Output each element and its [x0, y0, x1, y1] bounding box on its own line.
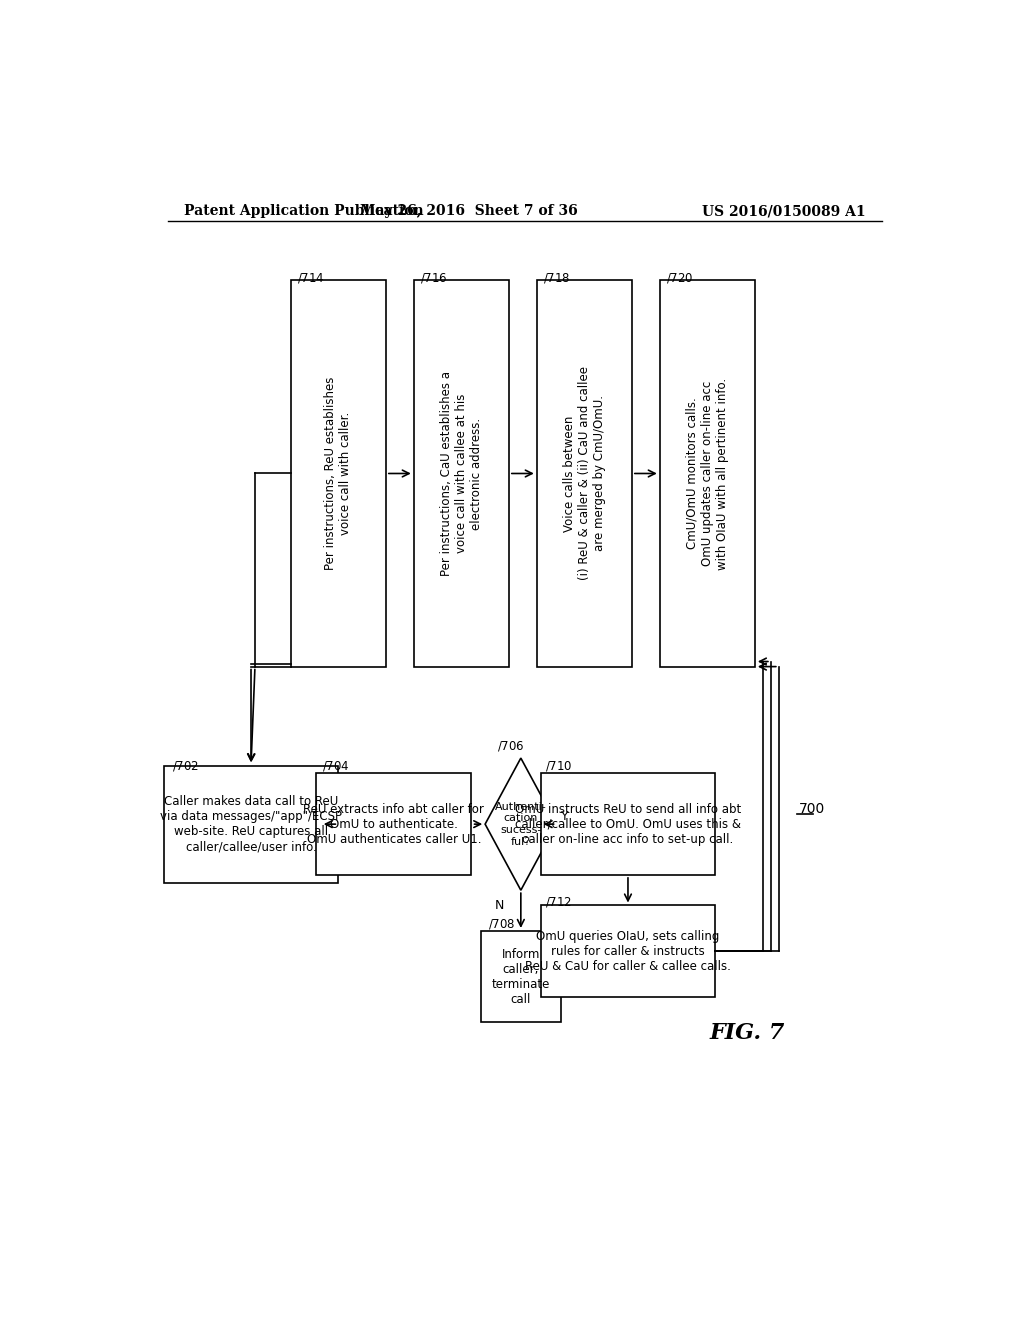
Text: OmU instructs ReU to send all info abt
caller/callee to OmU. OmU uses this &
cal: OmU instructs ReU to send all info abt c…: [515, 803, 741, 846]
Text: Caller makes data call to ReU
via data messages/"app"/ECSP
web-site. ReU capture: Caller makes data call to ReU via data m…: [160, 795, 342, 853]
Text: ReU extracts info abt caller for
OmU to authenticate.
OmU authenticates caller U: ReU extracts info abt caller for OmU to …: [303, 803, 484, 846]
Text: Patent Application Publication: Patent Application Publication: [183, 205, 423, 218]
Text: $\mathregular{/}$704: $\mathregular{/}$704: [323, 759, 350, 774]
Text: $\mathregular{/}$706: $\mathregular{/}$706: [497, 739, 524, 752]
Text: $\mathregular{/}$714: $\mathregular{/}$714: [297, 272, 325, 285]
Bar: [164, 766, 338, 883]
Text: $\mathregular{/}$718: $\mathregular{/}$718: [543, 272, 570, 285]
Text: $\mathregular{/}$710: $\mathregular{/}$710: [545, 759, 572, 774]
Text: Voice calls between
(i) ReU & caller & (ii) CaU and callee
are merged by CmU/OmU: Voice calls between (i) ReU & caller & (…: [563, 367, 606, 581]
Text: N: N: [495, 899, 504, 912]
Text: $\mathregular{/}$716: $\mathregular{/}$716: [420, 272, 447, 285]
Text: Per instructions, CaU establishes a
voice call with callee at his
electronic add: Per instructions, CaU establishes a voic…: [440, 371, 482, 576]
Text: Authenti-
cation
sucess-
ful?: Authenti- cation sucess- ful?: [495, 801, 547, 846]
Text: Y: Y: [561, 809, 569, 822]
Bar: [541, 906, 715, 997]
Text: $\mathregular{/}$702: $\mathregular{/}$702: [172, 759, 199, 774]
Text: FIG. 7: FIG. 7: [710, 1022, 784, 1044]
Text: 700: 700: [799, 801, 825, 816]
Bar: [316, 774, 471, 875]
Text: CmU/OmU monitors calls.
OmU updates caller on-line acc
with OIaU with all pertin: CmU/OmU monitors calls. OmU updates call…: [686, 378, 729, 569]
Text: May 26, 2016  Sheet 7 of 36: May 26, 2016 Sheet 7 of 36: [360, 205, 579, 218]
Bar: [414, 280, 509, 667]
Bar: [481, 931, 560, 1022]
Text: $\mathregular{/}$708: $\mathregular{/}$708: [487, 917, 515, 931]
Text: $\mathregular{/}$720: $\mathregular{/}$720: [666, 272, 693, 285]
Text: Per instructions, ReU establishes
voice call with caller.: Per instructions, ReU establishes voice …: [325, 376, 352, 570]
Bar: [659, 280, 755, 667]
Bar: [541, 774, 715, 875]
Bar: [291, 280, 386, 667]
Text: OmU queries OIaU, sets calling
rules for caller & instructs
ReU & CaU for caller: OmU queries OIaU, sets calling rules for…: [525, 929, 731, 973]
Text: $\mathregular{/}$712: $\mathregular{/}$712: [545, 895, 572, 908]
Polygon shape: [485, 758, 557, 890]
Text: US 2016/0150089 A1: US 2016/0150089 A1: [702, 205, 866, 218]
Text: Inform
caller;
terminate
call: Inform caller; terminate call: [492, 948, 550, 1006]
Bar: [537, 280, 632, 667]
